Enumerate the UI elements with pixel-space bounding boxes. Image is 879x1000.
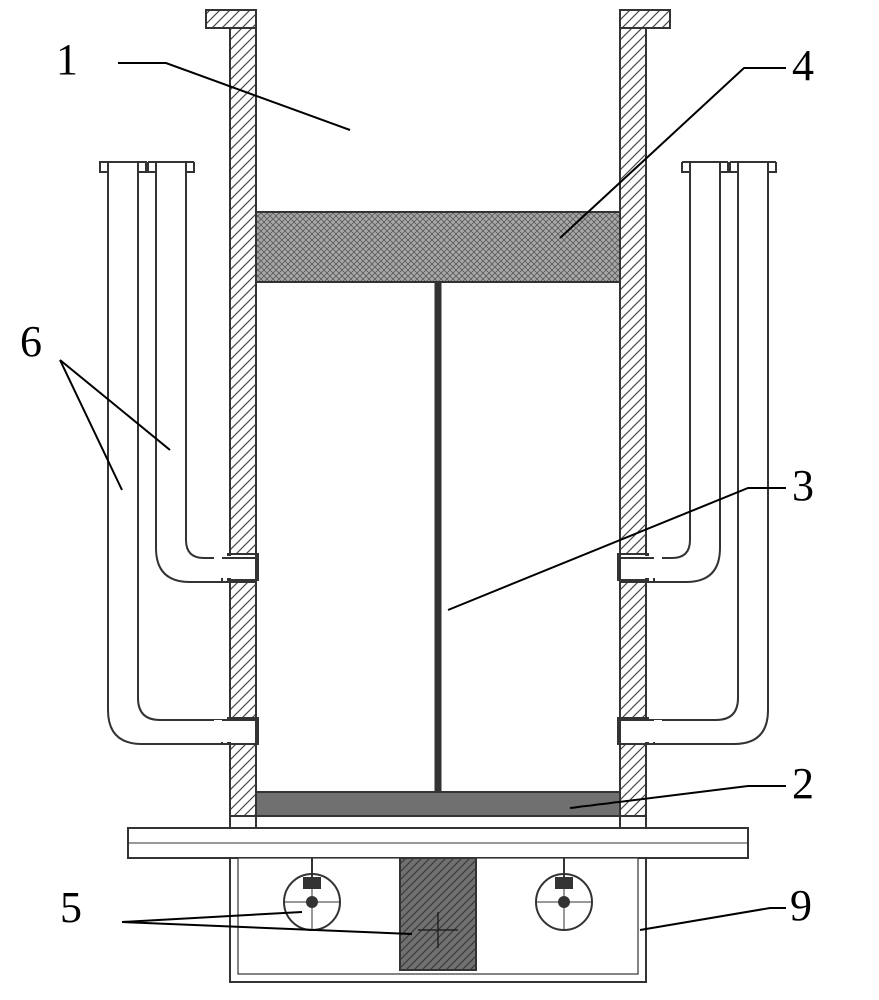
label-9: 9 <box>790 880 812 931</box>
label-3: 3 <box>792 460 814 511</box>
piston <box>256 212 620 282</box>
label-1: 1 <box>56 34 78 85</box>
support-left <box>230 816 256 828</box>
tube-left-inner <box>156 162 222 582</box>
center-block <box>400 858 476 970</box>
support-right <box>620 816 646 828</box>
piston-rod <box>435 282 441 792</box>
base-plate <box>256 792 620 816</box>
label-6: 6 <box>20 316 42 367</box>
label-5: 5 <box>60 882 82 933</box>
label-2: 2 <box>792 758 814 809</box>
diagram-canvas: 1 4 6 3 2 5 9 <box>0 0 879 1000</box>
diagram-svg <box>0 0 879 1000</box>
label-4: 4 <box>792 40 814 91</box>
tube-right-inner <box>654 162 720 582</box>
